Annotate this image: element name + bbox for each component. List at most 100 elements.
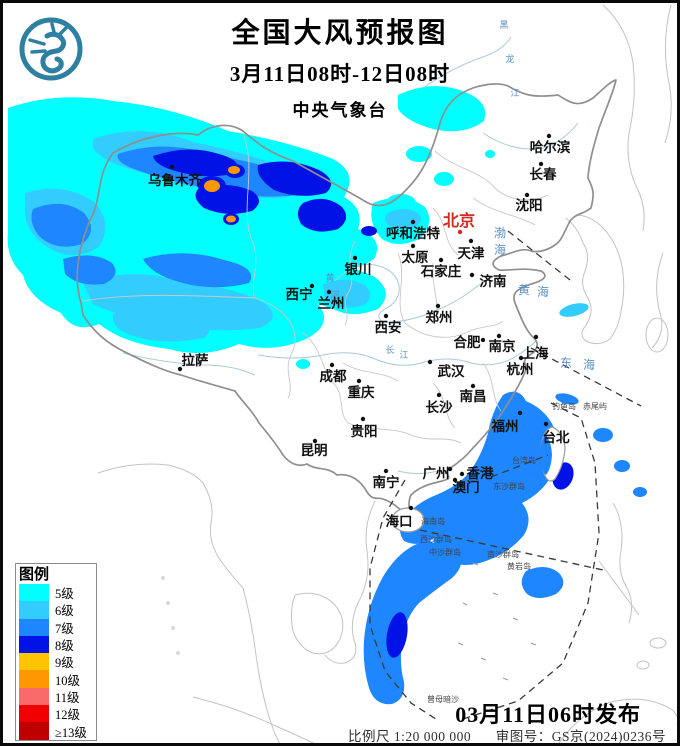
city-dot-海口 xyxy=(408,505,414,511)
city-label-南昌: 南昌 xyxy=(460,388,487,404)
city-dot-南京 xyxy=(496,333,502,339)
river-label-江: 江 xyxy=(510,88,519,98)
taiwan-wind-strip xyxy=(540,435,552,475)
city-label-乌鲁木齐: 乌鲁木齐 xyxy=(148,172,202,188)
sea-label-海: 海 xyxy=(537,284,549,299)
island-label-钓鱼岛: 钓鱼岛 xyxy=(552,401,576,411)
city-label-上海: 上海 xyxy=(522,345,550,361)
province-boundaries xyxy=(82,132,549,444)
legend-item: 5级 xyxy=(19,584,96,602)
legend-label: 8级 xyxy=(55,639,74,654)
legend-swatch-9级 xyxy=(19,653,49,671)
city-label-台北: 台北 xyxy=(543,429,571,445)
city-dot-乌鲁木齐 xyxy=(169,164,175,170)
city-dot-杭州 xyxy=(518,355,524,361)
map-meta: 比例尺 1:20 000 000 审图号：GS京(2024)0236号 xyxy=(348,725,666,744)
city-label-哈尔滨: 哈尔滨 xyxy=(530,139,571,155)
city-label-西安: 西安 xyxy=(375,319,402,335)
city-dot-上海 xyxy=(533,334,539,340)
city-label-长沙: 长沙 xyxy=(426,399,453,415)
legend-swatch-11级 xyxy=(19,687,49,706)
legend-swatch-8级 xyxy=(19,635,49,654)
city-label-合肥: 合肥 xyxy=(454,334,481,350)
reef-specks xyxy=(457,562,537,681)
city-label-杭州: 杭州 xyxy=(507,361,534,377)
city-label-兰州: 兰州 xyxy=(318,295,345,311)
legend-label: 5级 xyxy=(55,587,74,602)
legend-label: 12级 xyxy=(55,708,81,723)
city-label-澳门: 澳门 xyxy=(453,479,480,495)
city-label-长春: 长春 xyxy=(530,166,558,182)
city-dot-石家庄 xyxy=(438,257,444,263)
sea-label-海: 海 xyxy=(583,357,595,372)
city-dot-昆明 xyxy=(312,438,318,444)
city-dot-贵阳 xyxy=(360,416,366,422)
city-dot-成都 xyxy=(329,362,335,368)
city-dot-哈尔滨 xyxy=(546,133,552,139)
city-dot-北京 xyxy=(457,229,463,235)
city-label-贵阳: 贵阳 xyxy=(351,423,378,439)
island-label-曾母暗沙: 曾母暗沙 xyxy=(427,694,459,704)
foreign-coastlines xyxy=(97,4,677,743)
city-dot-沈阳 xyxy=(524,192,530,198)
city-dot-南昌 xyxy=(470,383,476,389)
city-label-昆明: 昆明 xyxy=(301,443,328,458)
city-label-武汉: 武汉 xyxy=(438,363,465,379)
city-label-重庆: 重庆 xyxy=(348,384,375,400)
city-dot-呼和浩特 xyxy=(410,219,416,225)
city-dot-福州 xyxy=(517,410,523,416)
river-label-黑: 黑 xyxy=(499,20,508,30)
city-dot-长沙 xyxy=(436,392,442,398)
city-label-郑州: 郑州 xyxy=(426,309,453,325)
sea-label-海: 海 xyxy=(494,242,506,257)
legend-swatch-10级 xyxy=(19,670,49,688)
city-label-天津: 天津 xyxy=(458,245,485,261)
city-dot-武汉 xyxy=(427,359,433,365)
island-label-赤尾屿: 赤尾屿 xyxy=(583,402,607,411)
city-label-香港: 香港 xyxy=(466,465,494,481)
legend-swatch-5级 xyxy=(19,584,49,602)
city-label-西宁: 西宁 xyxy=(286,286,313,302)
city-dot-银川 xyxy=(352,255,358,261)
island-label-台湾岛: 台湾岛 xyxy=(512,455,536,465)
legend-title: 图例 xyxy=(19,567,50,583)
legend-rows: 5级 6级 7级 8级 9级 10级 11级 12级 ≥13级 xyxy=(19,584,96,740)
city-dot-澳门 xyxy=(452,477,458,483)
city-dot-南宁 xyxy=(383,468,389,474)
island-label-海南岛: 海南岛 xyxy=(421,516,445,526)
sea-labels-group: 渤海黄 海东海 xyxy=(494,226,595,372)
legend-item: 8级 xyxy=(19,635,96,654)
city-dot-郑州 xyxy=(435,303,441,309)
city-label-沈阳: 沈阳 xyxy=(516,197,543,213)
city-dot-西安 xyxy=(383,313,389,319)
city-dot-合肥 xyxy=(480,337,486,343)
city-dot-重庆 xyxy=(356,378,362,384)
legend-box: 图例 5级 6级 7级 8级 9级 10级 11级 12级 ≥13级 xyxy=(15,563,97,741)
river-label-长: 长 xyxy=(385,344,394,355)
city-dot-台北 xyxy=(543,421,549,427)
city-dot-香港 xyxy=(459,471,465,477)
city-label-银川: 银川 xyxy=(345,261,372,277)
river-label-黄: 黄 xyxy=(325,272,334,283)
island-label-黄岩岛: 黄岩岛 xyxy=(507,561,531,571)
map-approval-number: 审图号：GS京(2024)0236号 xyxy=(495,729,666,744)
city-label-南京: 南京 xyxy=(489,338,516,354)
city-dot-拉萨 xyxy=(177,366,183,372)
city-label-福州: 福州 xyxy=(491,418,519,434)
legend-label: ≥13级 xyxy=(55,725,87,740)
city-dot-广州 xyxy=(447,466,453,472)
city-dot-西宁 xyxy=(309,283,315,289)
city-dot-兰州 xyxy=(326,289,332,295)
hainan-island xyxy=(391,507,425,533)
legend-label: 10级 xyxy=(55,673,81,688)
map-scale: 比例尺 1:20 000 000 xyxy=(348,729,472,744)
city-label-北京: 北京 xyxy=(443,211,475,230)
island-label-东沙群岛: 东沙群岛 xyxy=(493,481,525,491)
wind-patches-level10 xyxy=(204,166,240,223)
city-label-石家庄: 石家庄 xyxy=(420,263,462,279)
sea-label-渤: 渤 xyxy=(494,226,506,240)
legend-item: 9级 xyxy=(19,653,96,671)
